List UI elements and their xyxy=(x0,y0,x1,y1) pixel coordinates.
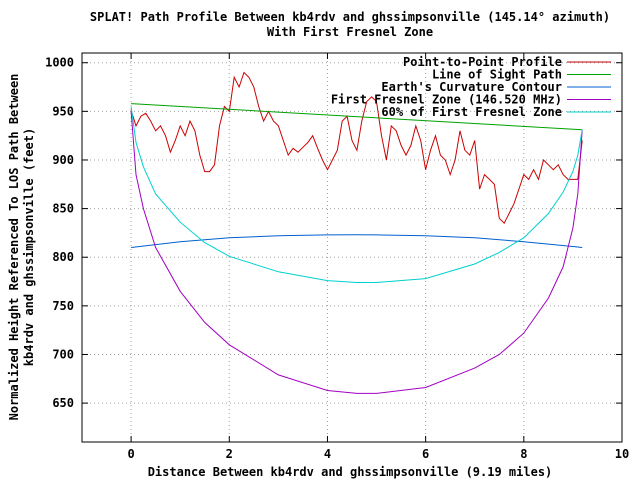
y-tick-label: 1000 xyxy=(45,56,74,70)
legend-label-2: Earth's Curvature Contour xyxy=(381,80,562,94)
y-tick-label: 700 xyxy=(52,347,74,361)
series-line-1 xyxy=(131,103,583,131)
y-tick-label: 800 xyxy=(52,250,74,264)
legend-label-4: 60% of First Fresnel Zone xyxy=(381,105,562,119)
chart-title: SPLAT! Path Profile Between kb4rdv and g… xyxy=(90,10,610,24)
x-tick-label: 6 xyxy=(422,447,429,461)
legend-label-1: Line of Sight Path xyxy=(432,68,562,82)
y-tick-label: 750 xyxy=(52,299,74,313)
series-group xyxy=(130,71,583,394)
x-tick-label: 2 xyxy=(226,447,233,461)
y-tick-label: 850 xyxy=(52,202,74,216)
y-tick-label: 900 xyxy=(52,153,74,167)
chart-subtitle: With First Fresnel Zone xyxy=(267,25,433,39)
plot-frame xyxy=(81,52,623,443)
x-tick-label: 4 xyxy=(324,447,331,461)
y-tick-label: 650 xyxy=(52,396,74,410)
series-line-2 xyxy=(131,234,583,248)
legend-label-0: Point-to-Point Profile xyxy=(403,55,562,69)
x-tick-label: 0 xyxy=(127,447,134,461)
series-line-4 xyxy=(130,106,583,283)
y-tick-label: 950 xyxy=(52,104,74,118)
y-axis-label-line1: Normalized Height Referenced To LOS Path… xyxy=(7,74,21,421)
x-tick-label: 8 xyxy=(520,447,527,461)
x-axis-label: Distance Between kb4rdv and ghssimpsonvi… xyxy=(148,465,553,479)
series-line-0 xyxy=(130,71,583,225)
x-tick-label: 10 xyxy=(615,447,629,461)
y-axis-label-line2: kb4rdv and ghssimpsonville (feet) xyxy=(22,128,36,366)
series-line-3 xyxy=(130,111,583,394)
legend-label-3: First Fresnel Zone (146.520 MHz) xyxy=(331,93,562,107)
ticks: 0 2 4 6 8 10 650 700 750 800 850 900 950 1000 xyxy=(45,53,629,461)
